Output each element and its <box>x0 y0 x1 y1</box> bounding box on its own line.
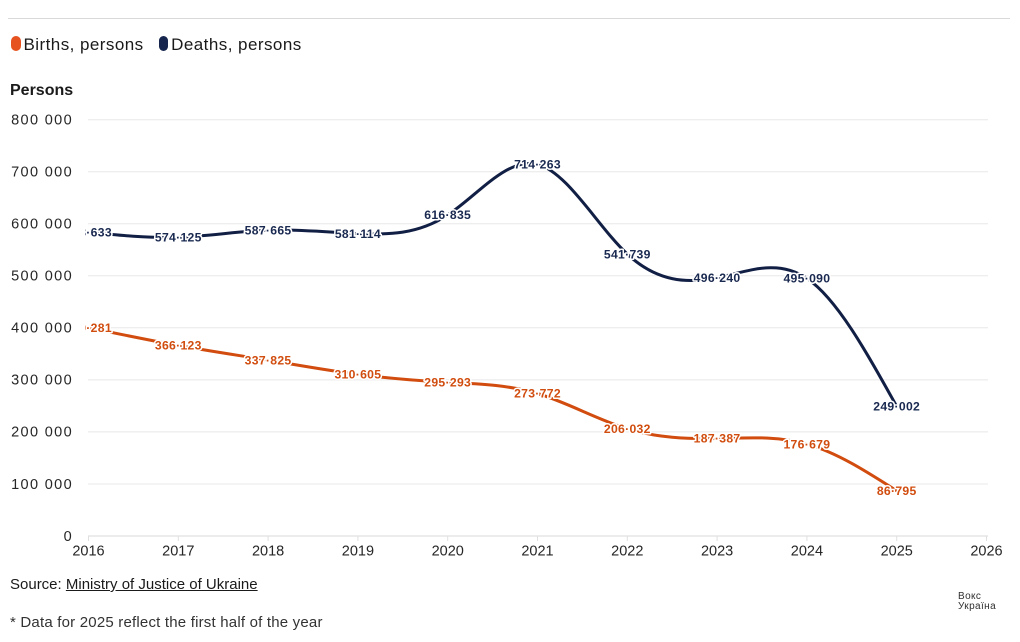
svg-text:2026: 2026 <box>970 544 1002 560</box>
svg-text:714·263: 714·263 <box>514 158 561 172</box>
svg-text:541·739: 541·739 <box>604 247 651 261</box>
svg-text:0: 0 <box>64 529 73 545</box>
svg-text:616·835: 616·835 <box>424 208 471 222</box>
svg-text:273·772: 273·772 <box>514 387 561 401</box>
svg-text:249·002: 249·002 <box>873 400 920 414</box>
svg-text:574·125: 574·125 <box>155 230 202 244</box>
svg-text:86·795: 86·795 <box>877 484 917 498</box>
svg-text:100 000: 100 000 <box>11 477 73 493</box>
svg-text:400·281: 400·281 <box>65 321 112 335</box>
svg-text:337·825: 337·825 <box>245 353 292 367</box>
svg-text:500 000: 500 000 <box>11 269 73 285</box>
svg-text:400 000: 400 000 <box>11 321 73 337</box>
svg-text:200 000: 200 000 <box>11 425 73 441</box>
svg-text:2025: 2025 <box>881 544 913 560</box>
svg-text:2017: 2017 <box>162 544 194 560</box>
svg-text:295·293: 295·293 <box>424 376 471 390</box>
svg-text:206·032: 206·032 <box>604 422 651 436</box>
svg-text:581·114: 581·114 <box>335 227 381 241</box>
svg-text:587·665: 587·665 <box>245 223 292 237</box>
svg-text:2022: 2022 <box>611 544 643 560</box>
svg-text:300 000: 300 000 <box>11 373 73 389</box>
svg-text:600 000: 600 000 <box>11 217 73 233</box>
svg-text:366·123: 366·123 <box>155 339 202 353</box>
svg-text:495·090: 495·090 <box>783 272 830 286</box>
svg-text:2021: 2021 <box>521 544 553 560</box>
svg-text:2018: 2018 <box>252 544 284 560</box>
svg-text:2016: 2016 <box>72 544 104 560</box>
svg-text:2024: 2024 <box>791 544 823 560</box>
svg-text:310·605: 310·605 <box>334 368 381 382</box>
svg-text:583·633: 583·633 <box>65 226 112 240</box>
svg-text:800 000: 800 000 <box>11 113 73 129</box>
svg-text:700 000: 700 000 <box>11 165 73 181</box>
svg-text:2019: 2019 <box>342 544 374 560</box>
svg-text:496·240: 496·240 <box>694 271 741 285</box>
svg-text:2023: 2023 <box>701 544 733 560</box>
svg-text:187·387: 187·387 <box>694 432 741 446</box>
svg-text:176·679: 176·679 <box>783 437 830 451</box>
svg-text:2020: 2020 <box>432 544 464 560</box>
